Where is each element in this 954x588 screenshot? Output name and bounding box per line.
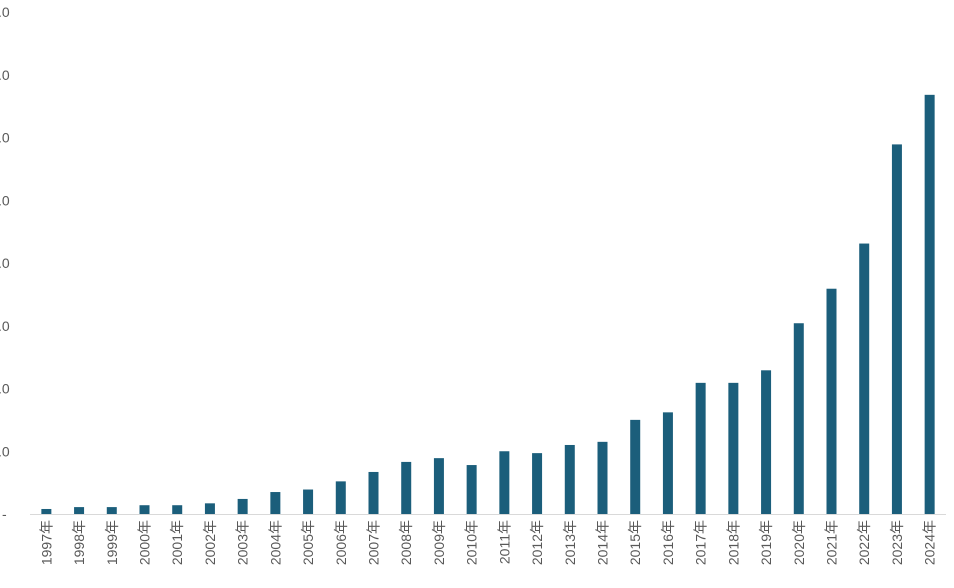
bar (466, 465, 477, 514)
x-tick-label: 1997年 (38, 520, 54, 565)
bar (891, 144, 902, 514)
bar (564, 444, 575, 514)
x-tick-label: 2012年 (529, 520, 545, 565)
x-tick-label: 2016年 (660, 520, 676, 565)
bar (41, 508, 52, 514)
bar (859, 243, 870, 515)
bar (74, 507, 85, 514)
bar (106, 507, 117, 514)
bar (303, 489, 314, 514)
bar (237, 498, 248, 514)
bar (532, 453, 543, 514)
x-tick-label: 2015年 (627, 520, 643, 565)
bar (597, 441, 608, 514)
x-tick-label: 2003年 (235, 520, 251, 565)
bar (172, 505, 183, 514)
x-tick-label: 2014年 (595, 520, 611, 565)
y-tick-label: - (2, 506, 7, 522)
bar (270, 492, 281, 514)
bar (401, 461, 412, 514)
x-tick-label: 2023年 (889, 520, 905, 565)
x-tick-label: 2008年 (398, 520, 414, 565)
x-tick-label: 2006年 (333, 520, 349, 565)
bar (433, 458, 444, 514)
x-tick-label: 2019年 (758, 520, 774, 565)
y-tick-label: .0 (0, 4, 10, 20)
y-axis-ticks: - .0 .0 .0 .0 .0 .0 .0 .0 (0, 4, 10, 522)
y-tick-label: .0 (0, 255, 10, 271)
bar (630, 419, 641, 514)
x-tick-label: 2004年 (267, 520, 283, 565)
bar (924, 94, 935, 514)
y-tick-label: .0 (0, 67, 10, 83)
x-tick-label: 2007年 (366, 520, 382, 565)
x-tick-label: 2017年 (693, 520, 709, 565)
bar (139, 505, 150, 514)
x-tick-label: 1998年 (71, 520, 87, 565)
y-tick-label: .0 (0, 318, 10, 334)
x-tick-label: 2001年 (169, 520, 185, 565)
y-tick-label: .0 (0, 443, 10, 459)
bar (826, 288, 837, 514)
y-tick-label: .0 (0, 192, 10, 208)
x-tick-label: 1999年 (104, 520, 120, 565)
bar (728, 382, 739, 514)
bar (204, 503, 215, 514)
bar (499, 451, 510, 514)
bar (662, 412, 673, 514)
x-tick-label: 2020年 (791, 520, 807, 565)
bar (335, 481, 346, 514)
y-tick-label: .0 (0, 381, 10, 397)
bar (368, 471, 379, 514)
x-tick-label: 2011年 (496, 520, 512, 564)
x-tick-label: 2024年 (922, 520, 938, 565)
bars-group (41, 94, 935, 515)
bar (695, 382, 706, 514)
x-tick-label: 2000年 (137, 520, 153, 565)
x-tick-label: 2010年 (464, 520, 480, 565)
bar (793, 323, 804, 514)
x-tick-label: 2013年 (562, 520, 578, 565)
x-axis-labels: 1997年 1998年 1999年 2000年 2001年 2002年 2003年 2004年… (38, 520, 937, 565)
bar (761, 370, 772, 514)
x-tick-label: 2021年 (824, 520, 840, 565)
x-tick-label: 2022年 (856, 520, 872, 565)
x-tick-label: 2009年 (431, 520, 447, 565)
y-tick-label: .0 (0, 130, 10, 146)
x-tick-label: 2018年 (725, 520, 741, 565)
x-tick-label: 2002年 (202, 520, 218, 565)
x-tick-label: 2005年 (300, 520, 316, 565)
